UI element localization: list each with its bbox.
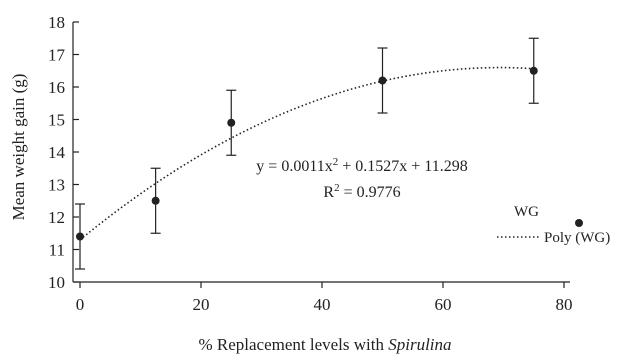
x-tick-label: 60 bbox=[435, 295, 452, 314]
legend: WG Poly (WG) bbox=[497, 204, 610, 246]
y-tick-label: 13 bbox=[48, 176, 65, 195]
y-axis-title: Mean weight gain (g) bbox=[9, 74, 28, 221]
x-tick-label: 0 bbox=[76, 295, 85, 314]
y-tick-label: 15 bbox=[48, 111, 65, 130]
data-point bbox=[529, 66, 538, 75]
x-axis-title: % Replacement levels with Spirulina bbox=[198, 335, 451, 354]
data-point bbox=[76, 232, 84, 241]
y-tick-label: 10 bbox=[48, 273, 65, 292]
data-points bbox=[76, 66, 538, 241]
data-point bbox=[227, 118, 236, 127]
y-axis-ticks: 10 11 12 13 14 15 16 17 18 bbox=[48, 13, 79, 292]
legend-marker-wg bbox=[575, 219, 583, 227]
x-tick-label: 20 bbox=[193, 295, 210, 314]
r-squared-label: R2 = 0.9776 bbox=[323, 182, 400, 201]
trendline bbox=[79, 66, 534, 241]
x-axis-ticks: 0 20 40 60 80 bbox=[76, 282, 573, 314]
y-tick-label: 14 bbox=[48, 143, 66, 162]
error-bars bbox=[75, 37, 539, 270]
y-tick-label: 18 bbox=[48, 13, 65, 32]
x-tick-label: 40 bbox=[314, 295, 331, 314]
legend-label-poly: Poly (WG) bbox=[544, 230, 610, 246]
data-point bbox=[151, 196, 160, 205]
data-point bbox=[378, 76, 387, 85]
y-tick-label: 17 bbox=[48, 46, 66, 65]
y-tick-label: 12 bbox=[48, 208, 65, 227]
y-tick-label: 16 bbox=[48, 78, 65, 97]
trend-equation: y = 0.0011x2 + 0.1527x + 11.298 bbox=[256, 156, 467, 175]
legend-label-wg: WG bbox=[514, 204, 539, 220]
y-tick-label: 11 bbox=[49, 241, 65, 260]
x-tick-label: 80 bbox=[556, 295, 573, 314]
